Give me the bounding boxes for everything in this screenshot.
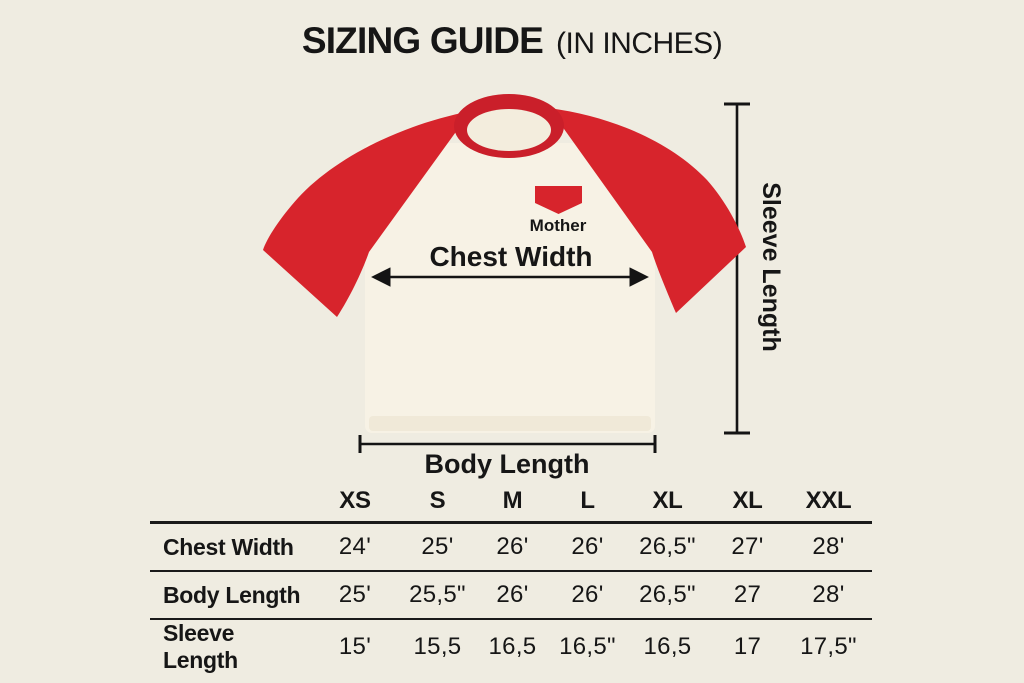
- size-value-cell: 28': [812, 533, 845, 560]
- tshirt-hem: [369, 416, 651, 431]
- size-value-cell: 16,5: [488, 633, 537, 660]
- tshirt-illustration: Mother: [263, 94, 746, 433]
- size-value-cell: 28': [812, 581, 845, 608]
- chest-width-label: Chest Width: [429, 241, 592, 272]
- size-table: XS S M L XL XL XXL Chest Width 24' 25' 26' 26' 26,5"…: [150, 481, 872, 673]
- sleeve-length-measure: Sleeve Length: [724, 102, 785, 435]
- size-table-row: Body Length 25' 25,5" 26' 26' 26,5" 27 28': [150, 572, 872, 620]
- size-column-header: S: [429, 487, 446, 514]
- size-value-cell: 24': [338, 533, 372, 560]
- size-value-cell: 26': [496, 533, 529, 560]
- size-column-header: XL: [652, 487, 683, 514]
- brand-logo-mark: [535, 186, 582, 214]
- size-value-cell: 25': [338, 581, 372, 608]
- size-value-cell: 17: [733, 633, 762, 660]
- size-table-header-row: XS S M L XL XL XXL: [150, 481, 872, 524]
- size-value-cell: 26': [571, 581, 604, 608]
- size-value-cell: 17,5": [800, 633, 857, 660]
- measurement-row-label: Chest Width: [163, 533, 294, 560]
- size-value-cell: 26,5": [639, 533, 696, 560]
- sleeve-length-label: Sleeve Length: [757, 182, 785, 352]
- page-title: SIZING GUIDE (IN INCHES): [0, 20, 1024, 62]
- page-title-main: SIZING GUIDE: [301, 20, 544, 61]
- size-value-cell: 26': [571, 533, 604, 560]
- measurement-row-label: Sleeve Length: [163, 620, 238, 673]
- size-value-cell: 25,5": [409, 581, 466, 608]
- size-value-cell: 16,5: [643, 633, 692, 660]
- body-length-label: Body Length: [425, 449, 590, 479]
- size-value-cell: 25': [421, 533, 454, 560]
- tshirt-right-sleeve: [549, 108, 746, 313]
- chest-width-measure: Chest Width: [371, 241, 649, 287]
- size-column-header: XXL: [805, 487, 852, 514]
- page-title-units: (IN INCHES): [556, 27, 723, 60]
- measurement-row-label: Body Length: [163, 581, 301, 608]
- size-column-header: XS: [339, 487, 371, 514]
- tshirt-body: [365, 143, 655, 433]
- size-value-cell: 27': [731, 533, 764, 560]
- size-value-cell: 16,5": [559, 633, 616, 660]
- size-table-row: Sleeve Length 15' 15,5 16,5 16,5" 16,5 17 17,5": [150, 620, 872, 673]
- size-value-cell: 26': [496, 581, 529, 608]
- size-value-cell: 26,5": [639, 581, 696, 608]
- size-table-row: Chest Width 24' 25' 26' 26' 26,5" 27' 28': [150, 524, 872, 572]
- size-column-header: XL: [732, 487, 763, 514]
- size-value-cell: 15,5: [413, 633, 462, 660]
- brand-logo-text: Mother: [530, 216, 587, 235]
- size-value-cell: 27: [733, 581, 762, 608]
- size-column-header: L: [580, 487, 595, 514]
- tshirt-collar-inner: [467, 109, 551, 151]
- size-column-header: M: [502, 487, 523, 514]
- tshirt-left-sleeve: [263, 111, 471, 317]
- body-length-measure: Body Length: [358, 435, 657, 479]
- size-value-cell: 15': [338, 633, 372, 660]
